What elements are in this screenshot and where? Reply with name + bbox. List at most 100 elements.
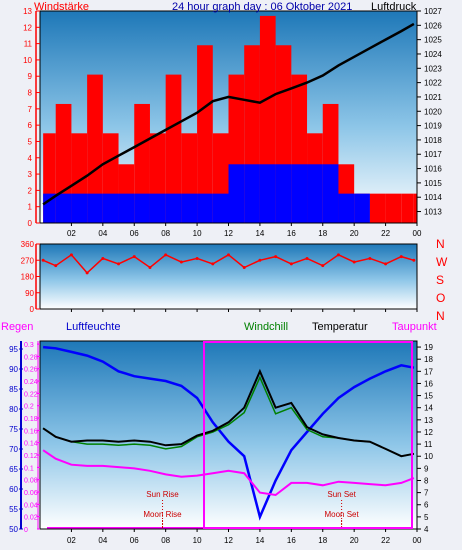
x-tick-label: 02	[67, 536, 76, 545]
x-tick-label: 02	[67, 229, 76, 238]
wind-direction-point	[336, 253, 340, 257]
rain-tick-label: 0.2	[24, 404, 34, 411]
y-left-tick-label: 10	[23, 56, 32, 65]
wind-direction-point	[242, 265, 246, 269]
rain-tick-label: 0.06	[24, 490, 38, 497]
x-tick-label: 12	[224, 229, 233, 238]
rain-tick-label: 0	[24, 527, 28, 534]
wind-speed-bar	[87, 193, 103, 223]
compass-label: W	[436, 255, 448, 269]
y-left-tick-label: 13	[23, 7, 32, 16]
rain-tick-label: 0.16	[24, 428, 38, 435]
wind-speed-bar	[291, 164, 308, 223]
wind-direction-point	[148, 265, 152, 269]
wind-direction-point	[164, 253, 168, 257]
y-right-tick-label: 1020	[424, 107, 442, 116]
astro-annotation: Moon Rise	[143, 510, 182, 519]
wind-direction-point	[227, 253, 230, 257]
taupunkt-line	[42, 449, 415, 497]
rain-tick-label: 0.12	[24, 453, 38, 460]
wind-gust-bar	[385, 193, 402, 223]
y-right-tick-label: 1015	[424, 179, 442, 188]
wind-direction-point	[195, 256, 199, 260]
wind-speed-bar	[149, 193, 166, 223]
wind-speed-bar	[275, 164, 292, 223]
wind-direction-point	[412, 258, 416, 262]
x-tick-label: 10	[193, 229, 202, 238]
wind-gust-bar	[165, 74, 182, 223]
x-tick-label: 04	[98, 229, 107, 238]
x-tick-label: 20	[350, 229, 359, 238]
wind-speed-bar	[212, 193, 229, 223]
wind-speed-bar	[102, 193, 119, 223]
wind-gust-bar	[134, 103, 150, 223]
temp-y-tick-label: 6	[424, 501, 429, 510]
y-left-tick-label: 2	[28, 186, 33, 195]
pressure-line	[42, 22, 415, 206]
dir-y-tick-label: 90	[25, 289, 34, 298]
temp-y-tick-label: 15	[424, 392, 433, 401]
x-tick-label: 16	[287, 536, 296, 545]
temp-y-tick-label: 9	[424, 464, 429, 473]
temp-y-tick-label: 7	[424, 489, 429, 498]
y-right-tick-label: 1014	[424, 193, 442, 202]
temp-y-tick-label: 16	[424, 379, 433, 388]
x-tick-label: 06	[130, 229, 139, 238]
y-right-tick-label: 1021	[424, 93, 442, 102]
night-shading-box	[47, 527, 204, 529]
x-tick-label: 22	[381, 536, 390, 545]
y-right-tick-label: 1027	[424, 7, 442, 16]
temp-y-tick-label: 14	[424, 404, 433, 413]
x-tick-label: 00	[413, 536, 422, 545]
y-left-tick-label: 7	[28, 105, 33, 114]
y-right-tick-label: 1013	[424, 208, 442, 217]
temperatur-line	[42, 368, 415, 458]
temp-y-tick-label: 11	[424, 440, 433, 449]
compass-label: S	[436, 273, 444, 287]
x-tick-label: 18	[318, 229, 327, 238]
taupunkt-label: Taupunkt	[392, 321, 437, 333]
wind-direction-point	[274, 255, 278, 259]
y-right-tick-label: 1026	[424, 21, 442, 30]
x-tick-label: 10	[193, 536, 202, 545]
temp-y-tick-label: 18	[424, 355, 433, 364]
y-left-tick-label: 1	[28, 203, 33, 212]
rain-tick-label: 0.08	[24, 478, 38, 485]
temp-y-tick-label: 4	[424, 525, 429, 534]
wind-gust-bar	[197, 45, 213, 223]
astro-annotation: Sun Set	[327, 490, 356, 499]
temp-y-tick-label: 8	[424, 476, 429, 485]
wind-speed-bar	[307, 164, 323, 223]
dir-y-tick-label: 180	[21, 273, 35, 282]
wind-speed-bar	[244, 164, 260, 223]
temp-y-tick-label: 17	[424, 367, 433, 376]
x-tick-label: 08	[161, 536, 170, 545]
temp-y-tick-label: 19	[424, 343, 433, 352]
astro-annotation: Sun Rise	[146, 490, 179, 499]
wind-direction-point	[211, 262, 215, 266]
x-tick-label: 14	[255, 536, 264, 545]
temp-y-tick-label: 13	[424, 416, 433, 425]
x-tick-label: 06	[130, 536, 139, 545]
wind-direction-point	[41, 258, 45, 262]
wind-direction-point	[117, 262, 121, 266]
y-left-tick-label: 9	[28, 72, 33, 81]
rain-tick-label: 0.02	[24, 515, 38, 522]
y-left-tick-label: 12	[23, 23, 32, 32]
wind-direction-point	[179, 260, 183, 264]
wind-speed-bar	[55, 193, 72, 223]
x-tick-label: 18	[318, 536, 327, 545]
x-tick-label: 14	[255, 229, 264, 238]
x-tick-label: 16	[287, 229, 296, 238]
y-left-tick-label: 3	[28, 170, 33, 179]
windchill-label: Windchill	[244, 321, 288, 333]
wind-speed-bar	[118, 193, 135, 223]
rain-tick-label: 0.26	[24, 367, 38, 374]
regen-label: Regen	[1, 321, 33, 333]
humidity-tick-label: 60	[9, 485, 18, 494]
x-tick-label: 12	[224, 536, 233, 545]
luftfeuchte-line	[42, 345, 415, 521]
x-tick-label: 00	[413, 229, 422, 238]
rain-tick-label: 0.24	[24, 379, 38, 386]
wind-speed-bar	[134, 193, 150, 223]
